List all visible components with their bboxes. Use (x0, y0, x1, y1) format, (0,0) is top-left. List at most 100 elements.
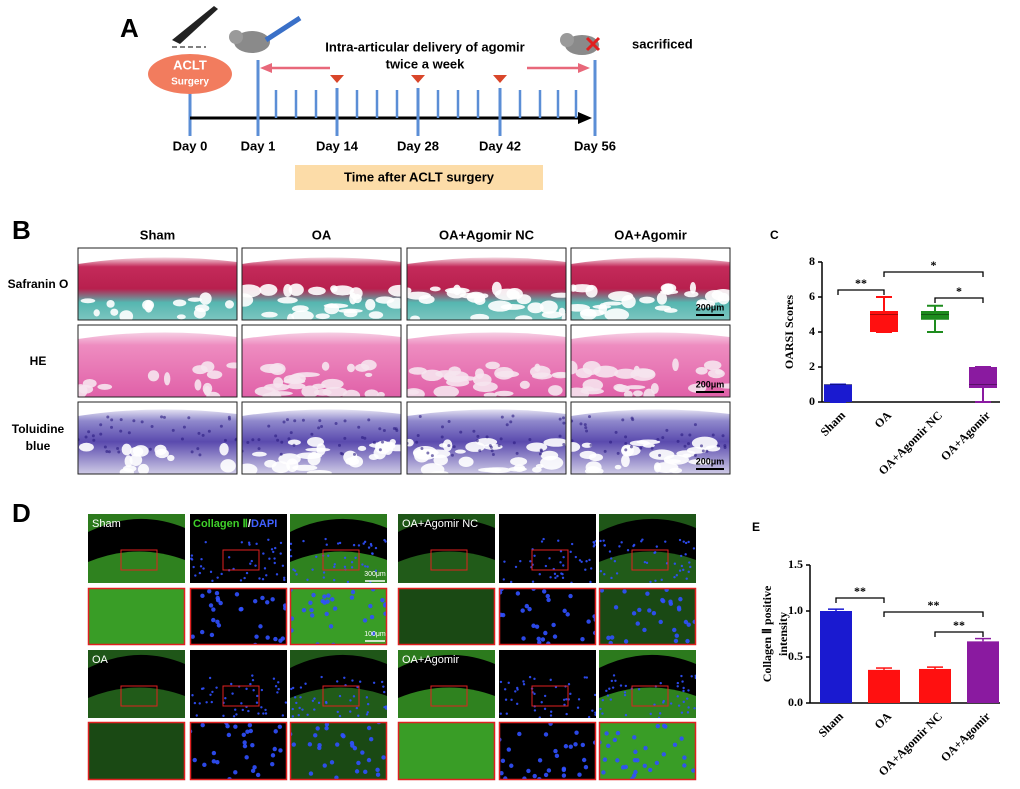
nucleus (261, 578, 265, 581)
nucleus (207, 589, 212, 594)
texture (378, 448, 382, 452)
scale-bar-label: 100μm (364, 631, 386, 638)
zoom-border (289, 721, 388, 781)
nucleus (635, 621, 640, 626)
texture (206, 370, 223, 379)
nucleus (245, 687, 248, 691)
nucleus (202, 687, 205, 690)
texture (571, 387, 590, 397)
texture (688, 433, 692, 437)
nucleus (336, 680, 339, 683)
nucleus (255, 701, 259, 704)
texture (654, 305, 672, 311)
fluorescence-image (398, 514, 495, 583)
nucleus (362, 618, 368, 623)
texture (129, 446, 144, 457)
zoom-border (87, 587, 186, 646)
image-bg (190, 722, 287, 780)
nucleus (272, 677, 276, 680)
texture (691, 436, 718, 450)
nucleus (270, 597, 275, 602)
nucleus (338, 714, 342, 718)
nucleus (612, 674, 616, 677)
nucleus (265, 600, 270, 605)
significance-label: * (956, 284, 962, 298)
nucleus (687, 540, 690, 544)
texture (715, 368, 723, 375)
texture (418, 414, 422, 418)
nucleus (366, 711, 370, 714)
texture (84, 435, 88, 439)
nucleus (324, 611, 329, 617)
texture (301, 385, 319, 397)
texture (121, 443, 132, 456)
nucleus (254, 564, 257, 567)
nucleus (336, 542, 340, 545)
nucleus (350, 589, 356, 595)
nucleus (270, 761, 275, 767)
nucleus (580, 742, 586, 748)
image-border (241, 247, 402, 321)
texture (662, 283, 674, 295)
nucleus (624, 713, 628, 717)
nucleus (338, 694, 342, 698)
texture (488, 444, 492, 448)
nucleus (678, 538, 682, 542)
nucleus (510, 698, 513, 702)
nucleus (624, 684, 628, 688)
nucleus (622, 589, 627, 594)
nucleus (232, 715, 236, 718)
column-header: OA (312, 227, 332, 242)
nucleus (245, 729, 250, 734)
nucleus (270, 548, 274, 551)
nucleus (543, 694, 547, 698)
collagen-signal (290, 514, 387, 532)
nucleus (604, 731, 609, 736)
nucleus (682, 540, 685, 543)
significance-bracket (883, 271, 984, 277)
texture (721, 434, 725, 438)
roi-box (120, 685, 158, 707)
texture (665, 428, 669, 432)
texture (385, 444, 401, 452)
nucleus (279, 552, 282, 555)
texture (317, 426, 321, 430)
nucleus (654, 579, 657, 582)
texture (580, 308, 597, 320)
nucleus (241, 708, 244, 712)
axis-label: Time after ACLT surgery (344, 169, 495, 184)
texture (562, 421, 566, 425)
fluorescence-image (190, 514, 287, 583)
nucleus (360, 750, 365, 755)
nucleus (279, 541, 283, 545)
mouse-icon (234, 31, 270, 53)
texture (147, 370, 160, 382)
nucleus (242, 743, 248, 749)
nucleus (631, 611, 637, 616)
nucleus (325, 599, 330, 604)
texture (630, 368, 656, 381)
nucleus (354, 769, 360, 774)
nucleus (619, 684, 623, 687)
nucleus (503, 560, 506, 563)
texture (695, 366, 708, 375)
nucleus (343, 676, 346, 679)
texture (180, 437, 184, 441)
nucleus (684, 553, 687, 556)
image-bg (190, 588, 287, 645)
nucleus (592, 545, 596, 548)
nucleus (262, 712, 265, 715)
texture (703, 360, 722, 371)
row-label: Toluidine blue (11, 422, 65, 453)
nucleus (587, 715, 591, 718)
texture (343, 309, 358, 318)
nucleus (626, 549, 630, 552)
day-label: Day 14 (316, 138, 359, 153)
nucleus (519, 559, 522, 563)
texture (110, 425, 114, 429)
day-label: Day 42 (479, 138, 521, 153)
texture (291, 310, 314, 320)
nucleus (615, 572, 619, 575)
